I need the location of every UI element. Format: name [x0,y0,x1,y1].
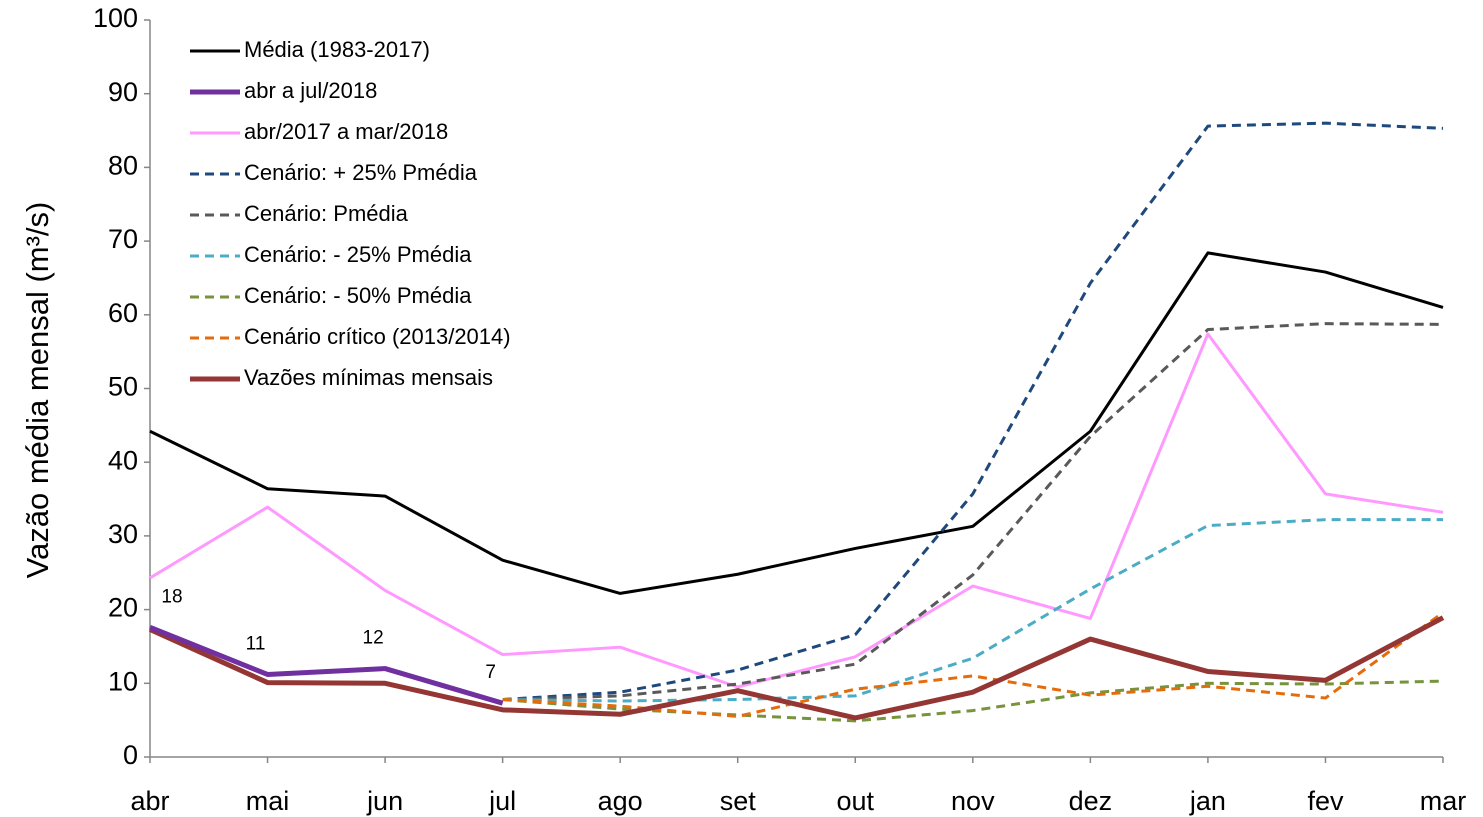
legend-label: abr a jul/2018 [244,78,377,103]
legend-label: Cenário: + 25% Pmédia [244,160,478,185]
y-tick-label: 10 [108,666,138,696]
legend-label: Cenário crítico (2013/2014) [244,324,511,349]
legend-label: Média (1983-2017) [244,37,430,62]
data-label: 7 [485,662,496,683]
y-tick-label: 70 [108,224,138,254]
x-tick-label: abr [130,786,169,816]
x-tick-label: nov [951,786,995,816]
x-tick-label: fev [1307,786,1344,816]
legend-label: Cenário: Pmédia [244,201,409,226]
legend-label: Vazões mínimas mensais [244,365,493,390]
series-line [502,121,1444,702]
y-tick-label: 40 [108,445,138,475]
series-line [148,615,1445,721]
y-tick-label: 0 [123,740,138,770]
y-tick-label: 60 [108,298,138,328]
legend-label: Cenário: - 50% Pmédia [244,283,472,308]
x-tick-label: jul [488,786,516,816]
x-tick-label: mai [246,786,290,816]
y-tick-label: 100 [93,3,138,33]
y-tick-label: 30 [108,519,138,549]
x-tick-label: out [836,786,874,816]
series-line [502,518,1443,703]
series-line [149,332,1444,689]
x-tick-label: set [720,786,757,816]
series-line [149,251,1444,595]
legend-label: abr/2017 a mar/2018 [244,119,448,144]
y-tick-label: 20 [108,593,138,623]
series-line [149,624,504,706]
series-line [502,611,1444,718]
y-tick-label: 90 [108,77,138,107]
x-tick-label: jun [366,786,403,816]
data-label: 18 [161,586,182,607]
y-tick-label: 80 [108,151,138,181]
legend-label: Cenário: - 25% Pmédia [244,242,472,267]
x-tick-label: ago [598,786,643,816]
y-tick-label: 50 [108,372,138,402]
data-label: 12 [363,628,384,649]
x-tick-label: mar [1420,786,1467,816]
y-axis-label: Vazão média mensal (m³/s) [20,202,55,579]
x-tick-label: dez [1069,786,1113,816]
series-line [502,322,1444,702]
x-tick-label: jan [1189,786,1226,816]
data-label: 11 [246,633,266,654]
